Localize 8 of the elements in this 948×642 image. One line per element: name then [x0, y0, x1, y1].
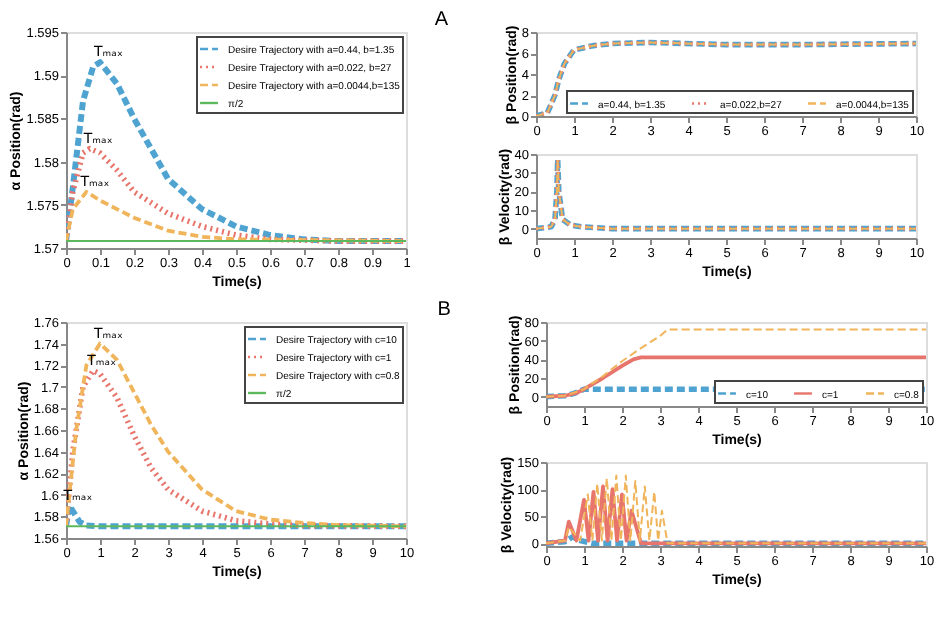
line-series — [66, 189, 406, 243]
line-series — [66, 59, 406, 245]
line-series — [546, 328, 926, 398]
line-series — [66, 145, 406, 244]
line-series — [66, 502, 406, 530]
line-series — [546, 355, 926, 399]
chart-title: B — [437, 298, 452, 321]
chart-title: A — [434, 8, 449, 31]
